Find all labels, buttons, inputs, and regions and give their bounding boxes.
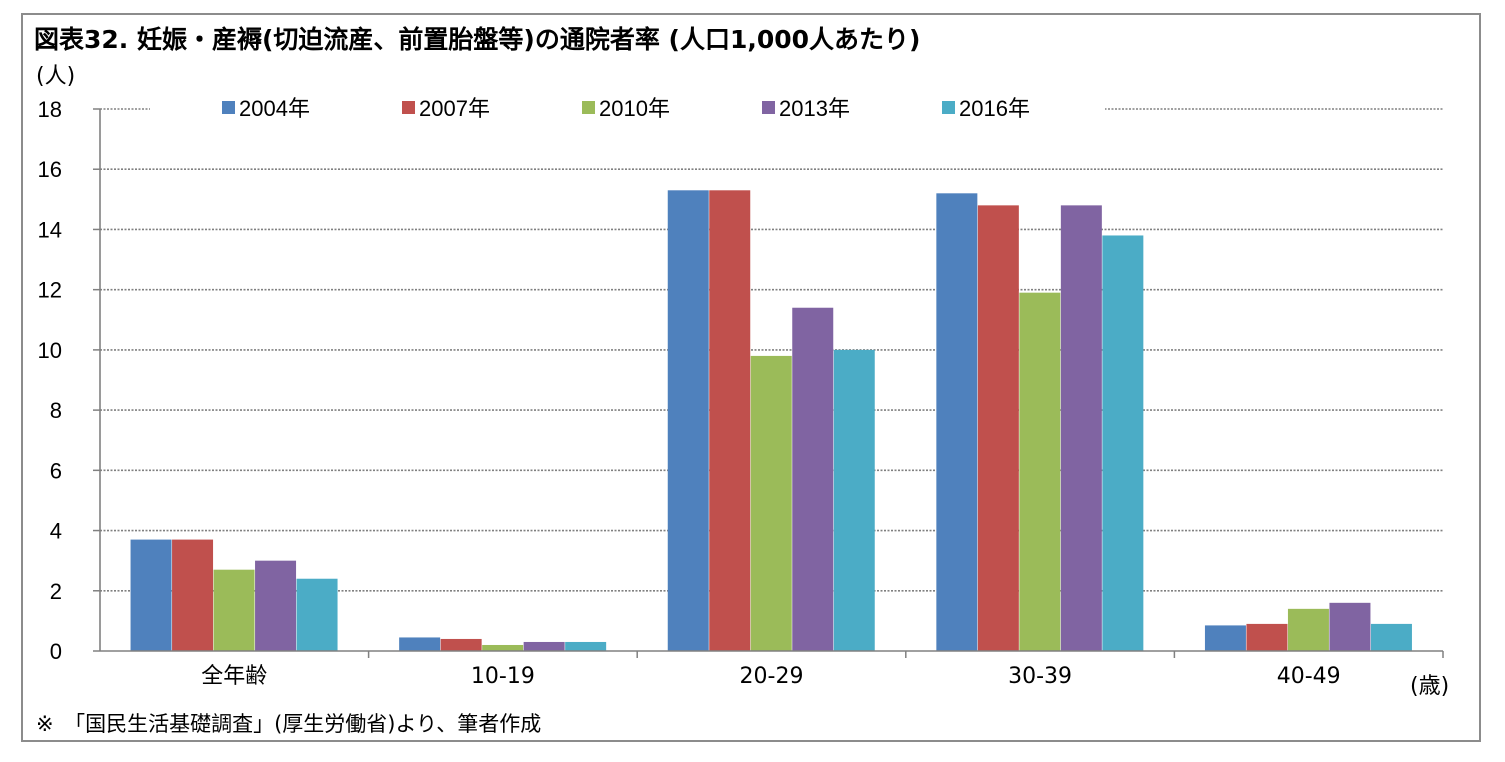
legend-swatch [582,101,595,114]
source-note: ※ 「国民生活基礎調査」(厚生労働省)より、筆者作成 [36,712,542,736]
legend-label: 2010年 [599,96,670,121]
bar-2013年-20-29 [792,307,834,651]
bar-2013年-40-49 [1329,602,1371,651]
bar-2007年-30-39 [977,205,1019,651]
bar-2016年-全年齢 [296,578,338,651]
bar-2010年-10-19 [482,644,524,651]
bar-2004年-40-49 [1204,625,1246,651]
y-tick-label: 10 [38,338,62,363]
bar-2004年-10-19 [399,637,441,651]
bar-2010年-20-29 [750,355,792,651]
bar-2016年-40-49 [1370,623,1412,651]
legend-swatch [942,101,955,114]
bar-2013年-30-39 [1060,205,1102,651]
bar-2010年-40-49 [1287,608,1329,651]
x-tick-label: 10-19 [471,664,535,689]
y-tick-label: 4 [50,519,62,544]
bar-2007年-全年齢 [172,539,214,651]
bar-2004年-20-29 [667,190,709,652]
bar-2010年-全年齢 [213,569,255,651]
bar-2016年-10-19 [565,641,607,651]
y-axis-unit: (人) [36,64,76,89]
bars [130,190,1412,652]
y-tick-label: 8 [50,398,62,423]
bar-2007年-10-19 [440,638,482,651]
legend-swatch [222,101,235,114]
legend-label: 2004年 [239,96,310,121]
bar-2013年-10-19 [523,641,565,651]
axes: 0 2 4 6 8 10 12 14 16 18 全年齢 10-19 20-29 30-39 40-49 [38,97,1444,689]
y-tick-label: 12 [38,278,62,303]
y-tick-label: 16 [38,157,62,182]
y-tick-label: 18 [38,97,62,122]
x-tick-label: 30-39 [1008,664,1072,689]
y-tick-label: 0 [50,639,62,664]
legend: 2004年 2007年 2010年 2013年 2016年 [150,92,1105,124]
chart-frame [21,13,1481,742]
legend-swatch [762,101,775,114]
legend-label: 2016年 [959,96,1030,121]
bar-2007年-20-29 [709,190,751,652]
bar-2004年-全年齢 [130,539,172,651]
legend-label: 2007年 [419,96,490,121]
bar-2016年-30-39 [1102,235,1144,651]
bar-2010年-30-39 [1019,292,1061,651]
legend-swatch [402,101,415,114]
x-tick-label: 全年齢 [201,664,267,689]
y-tick-label: 14 [38,217,62,242]
bar-2007年-40-49 [1246,623,1288,651]
bar-2004年-30-39 [936,193,978,652]
bar-2016年-20-29 [833,349,875,651]
x-tick-label: 40-49 [1277,664,1341,689]
bar-2013年-全年齢 [255,560,297,651]
y-tick-label: 2 [50,579,62,604]
x-tick-label: 20-29 [740,664,804,689]
x-axis-unit: (歳) [1410,674,1450,699]
legend-label: 2013年 [779,96,850,121]
y-tick-label: 6 [50,458,62,483]
chart-title: 図表32. 妊娠・産褥(切迫流産、前置胎盤等)の通院者率 (人口1,000人あた… [34,25,921,54]
